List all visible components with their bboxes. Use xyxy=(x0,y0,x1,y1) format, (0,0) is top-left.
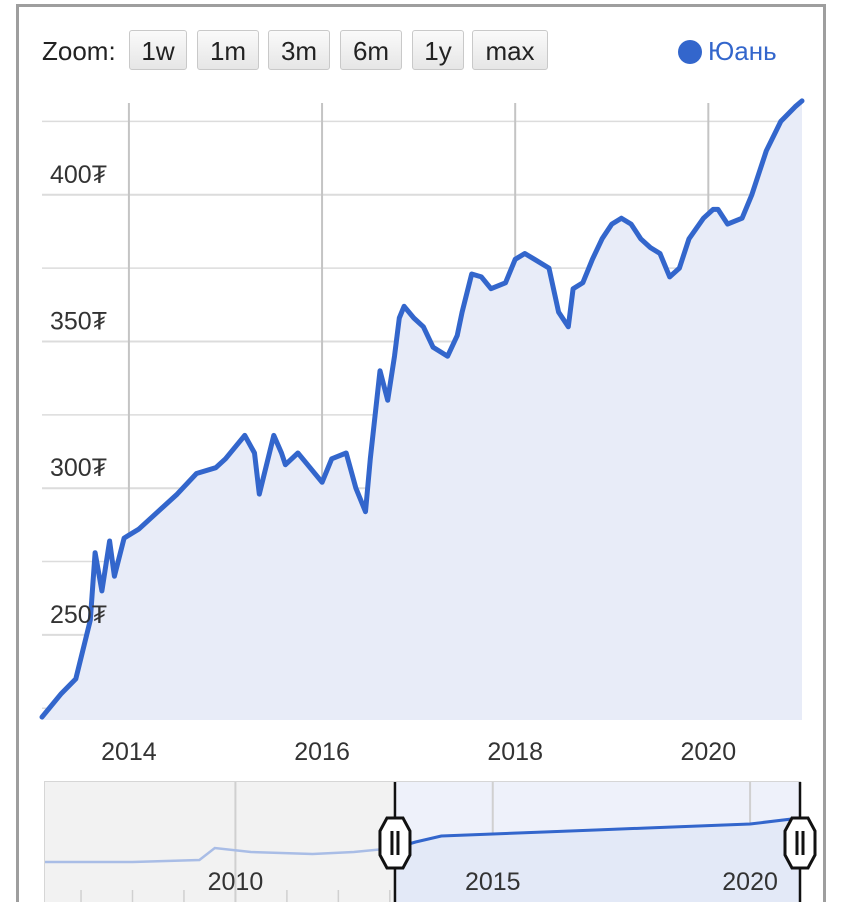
navigator-x-label: 2010 xyxy=(208,868,264,896)
legend-marker-icon xyxy=(678,39,702,64)
range-handle-body xyxy=(378,816,412,870)
x-tick-label: 2020 xyxy=(681,738,737,766)
zoom-6m-button[interactable]: 6m xyxy=(340,30,402,70)
y-tick-label: 300₮ xyxy=(50,454,107,482)
legend[interactable]: Юань xyxy=(678,36,777,67)
range-handle-right-icon[interactable] xyxy=(783,816,817,870)
range-handle-left-icon[interactable] xyxy=(378,816,412,870)
zoom-1w-button[interactable]: 1w xyxy=(129,30,187,70)
x-tick-label: 2018 xyxy=(487,738,543,766)
legend-label: Юань xyxy=(708,36,777,66)
y-tick-label: 400₮ xyxy=(50,161,107,189)
navigator-mask xyxy=(45,782,395,902)
y-tick-label: 350₮ xyxy=(50,307,107,335)
range-handle-body xyxy=(783,816,817,870)
y-tick-label: 250₮ xyxy=(50,601,107,629)
navigator-x-label: 2020 xyxy=(722,868,778,896)
series-line xyxy=(39,98,805,720)
zoom-1m-button[interactable]: 1m xyxy=(197,30,259,70)
zoom-1y-button[interactable]: 1y xyxy=(412,30,464,70)
zoom-max-button[interactable]: max xyxy=(472,30,548,70)
navigator-x-label: 2015 xyxy=(465,868,521,896)
zoom-3m-button[interactable]: 3m xyxy=(268,30,330,70)
zoom-label: Zoom: xyxy=(42,36,116,66)
navigator-selected-line xyxy=(394,816,801,850)
x-tick-label: 2014 xyxy=(101,738,157,766)
series-area xyxy=(42,100,802,720)
x-tick-label: 2016 xyxy=(294,738,350,766)
navigator-selected-area xyxy=(394,818,800,902)
